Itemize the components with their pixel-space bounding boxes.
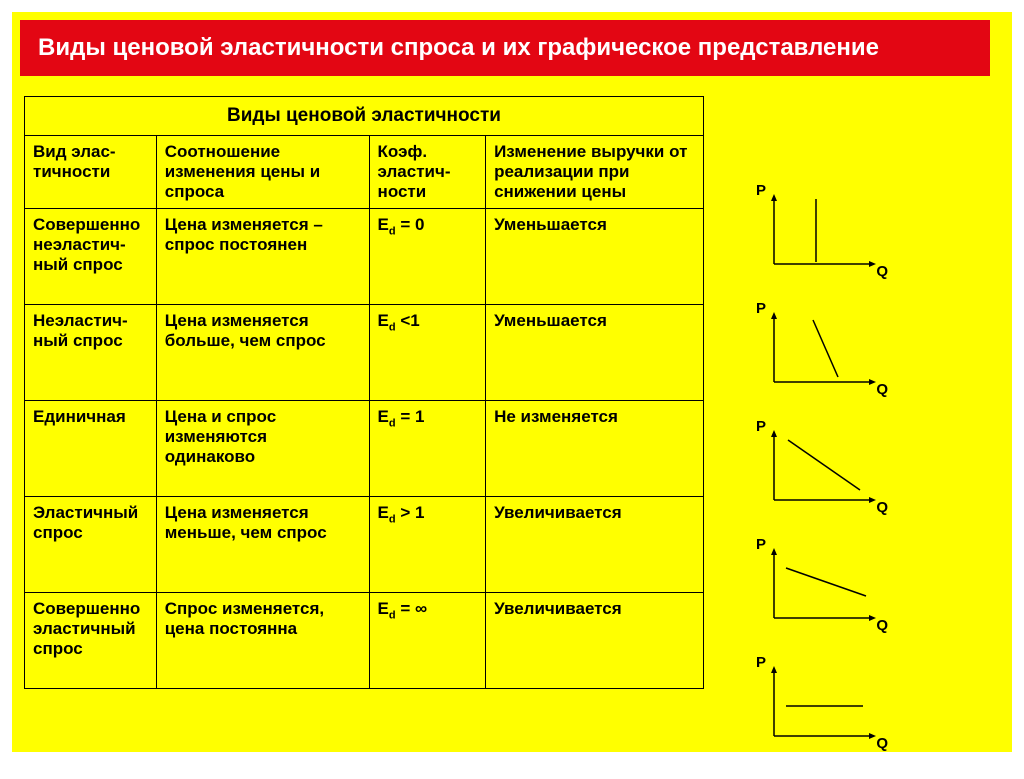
cell-relation: Спрос изменяется, цена постоянна [156,593,369,689]
cell-type: Единичная [25,401,157,497]
cell-type: Совершенно неэластич-ный спрос [25,209,157,305]
x-axis-label: Q [876,263,888,280]
chart-perfectly-inelastic: P Q [754,186,894,286]
x-axis-label: Q [876,381,888,398]
chart-svg [768,312,878,392]
y-axis-label: P [756,418,766,435]
cell-relation: Цена и спрос изменяются одинаково [156,401,369,497]
header-c2: Соотношение изменения цены и спроса [156,136,369,209]
x-axis-label: Q [876,499,888,516]
table-row: Единичная Цена и спрос изменяются одинак… [25,401,704,497]
elasticity-table: Виды ценовой эластичности Вид элас-тично… [24,96,704,689]
chart-inelastic: P Q [754,304,894,404]
table-row: Совершенно эластичный спрос Спрос изменя… [25,593,704,689]
cell-coef: Ed = 1 [369,401,486,497]
header-row: Вид элас-тичности Соотношение изменения … [25,136,704,209]
x-axis-label: Q [876,735,888,752]
content-area: Виды ценовой эластичности Вид элас-тично… [12,96,1012,776]
chart-svg [768,194,878,274]
cell-revenue: Уменьшается [486,305,704,401]
chart-perfectly-elastic: P Q [754,658,894,758]
chart-unit: P Q [754,422,894,522]
cell-relation: Цена изменяется меньше, чем спрос [156,497,369,593]
cell-revenue: Не изменяется [486,401,704,497]
chart-elastic: P Q [754,540,894,640]
y-axis-label: P [756,182,766,199]
table-row: Неэластич-ный спрос Цена изменяется боль… [25,305,704,401]
cell-coef: Ed = ∞ [369,593,486,689]
slide-title: Виды ценовой эластичности спроса и их гр… [20,20,990,76]
y-axis-label: P [756,654,766,671]
cell-type: Эластичный спрос [25,497,157,593]
cell-coef: Ed <1 [369,305,486,401]
table-row: Совершенно неэластич-ный спрос Цена изме… [25,209,704,305]
cell-relation: Цена изменяется больше, чем спрос [156,305,369,401]
header-c4: Изменение выручки от реализации при сниж… [486,136,704,209]
charts-column: P Q P Q [754,96,894,776]
header-c3: Коэф. эластич-ности [369,136,486,209]
header-c1: Вид элас-тичности [25,136,157,209]
cell-type: Неэластич-ный спрос [25,305,157,401]
cell-revenue: Уменьшается [486,209,704,305]
x-axis-label: Q [876,617,888,634]
slide: Виды ценовой эластичности спроса и их гр… [12,12,1012,752]
cell-revenue: Увеличивается [486,497,704,593]
table-container: Виды ценовой эластичности Вид элас-тично… [24,96,704,776]
chart-svg [768,430,878,510]
chart-svg [768,548,878,628]
y-axis-label: P [756,536,766,553]
cell-type: Совершенно эластичный спрос [25,593,157,689]
cell-revenue: Увеличивается [486,593,704,689]
table-row: Эластичный спрос Цена изменяется меньше,… [25,497,704,593]
table-caption: Виды ценовой эластичности [25,97,704,136]
cell-coef: Ed = 0 [369,209,486,305]
cell-coef: Ed > 1 [369,497,486,593]
y-axis-label: P [756,300,766,317]
chart-svg [768,666,878,746]
cell-relation: Цена изменяется – спрос постоянен [156,209,369,305]
